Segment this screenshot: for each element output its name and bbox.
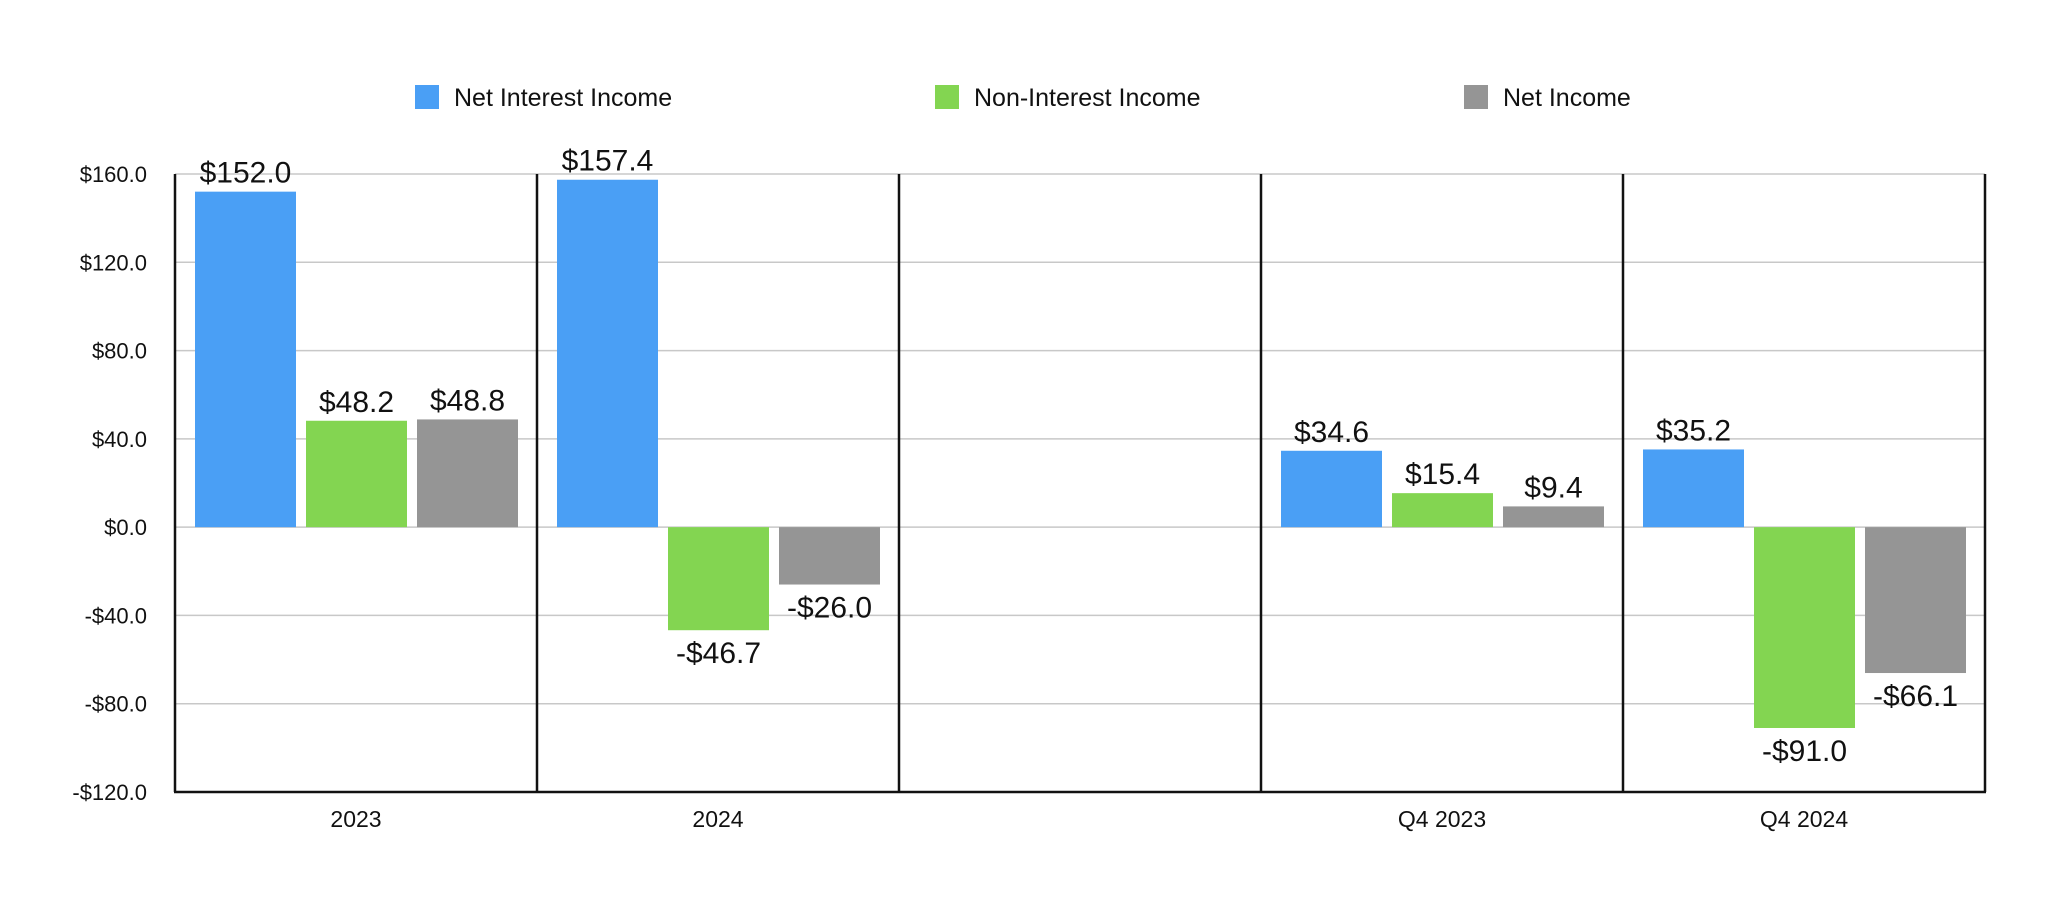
data-label: -$46.7 — [676, 637, 761, 670]
bar — [195, 191, 296, 528]
bar — [1643, 449, 1744, 528]
x-category-label: 2024 — [692, 806, 743, 832]
data-label: $9.4 — [1524, 471, 1582, 504]
bar — [1754, 527, 1855, 728]
bar — [306, 420, 407, 528]
data-label: $34.6 — [1294, 416, 1369, 449]
data-label: $48.8 — [430, 384, 505, 417]
y-tick-label: $40.0 — [92, 427, 147, 452]
bar — [668, 527, 769, 631]
legend-swatch — [1464, 85, 1488, 109]
data-label: -$66.1 — [1873, 680, 1958, 713]
data-label: $35.2 — [1656, 414, 1731, 447]
legend-label: Non-Interest Income — [974, 84, 1201, 112]
data-label: -$26.0 — [787, 592, 872, 625]
legend-swatch — [415, 85, 439, 109]
bar — [779, 527, 880, 585]
data-label: $48.2 — [319, 386, 394, 419]
bar — [417, 419, 518, 528]
y-tick-label: $0.0 — [104, 515, 147, 540]
legend-label: Net Income — [1503, 84, 1631, 112]
y-tick-label: $120.0 — [80, 250, 147, 275]
x-category-label: 2023 — [330, 806, 381, 832]
bar — [1392, 493, 1493, 528]
x-category-label: Q4 2024 — [1760, 806, 1848, 832]
y-tick-label: -$40.0 — [85, 603, 147, 628]
y-tick-label: -$120.0 — [72, 780, 147, 805]
bar — [1281, 450, 1382, 528]
data-label: -$91.0 — [1762, 735, 1847, 768]
legend-label: Net Interest Income — [454, 84, 672, 112]
x-category-label: Q4 2023 — [1398, 806, 1486, 832]
bar — [1503, 506, 1604, 528]
data-label: $15.4 — [1405, 458, 1480, 491]
y-tick-label: $160.0 — [80, 162, 147, 187]
data-label: $157.4 — [562, 145, 654, 178]
y-tick-label: -$80.0 — [85, 692, 147, 717]
y-tick-label: $80.0 — [92, 339, 147, 364]
bar — [557, 179, 658, 528]
bar — [1865, 527, 1966, 674]
data-label: $152.0 — [200, 157, 292, 190]
legend-swatch — [935, 85, 959, 109]
